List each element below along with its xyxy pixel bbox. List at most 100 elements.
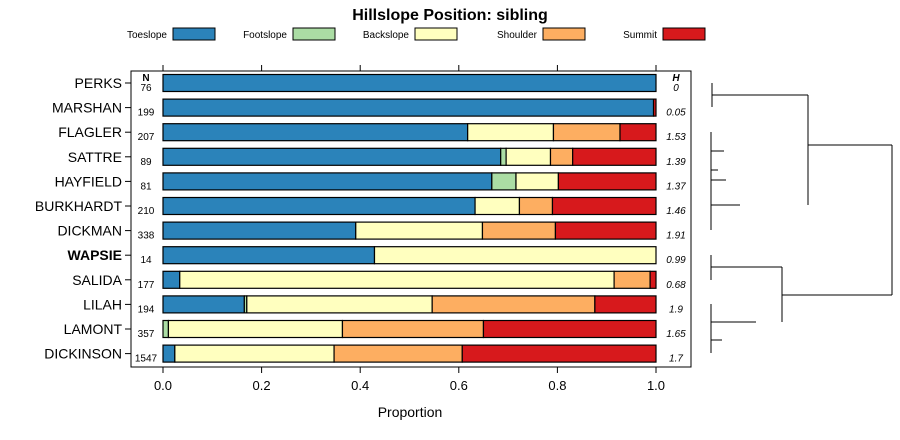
n-value: 199 bbox=[138, 108, 155, 119]
bar-segment-backslope bbox=[467, 123, 555, 142]
legend-swatch-toeslope bbox=[172, 27, 216, 41]
x-axis-label: Proportion bbox=[378, 404, 443, 420]
row-salida: SALIDA 177 0.68 bbox=[72, 270, 686, 291]
soil-label: SALIDA bbox=[72, 272, 122, 288]
bar-segment-toeslope bbox=[162, 73, 657, 93]
bar-segment-backslope bbox=[474, 196, 521, 216]
h-header: H bbox=[672, 73, 680, 84]
bar-segment-backslope bbox=[505, 147, 552, 166]
x-tick-label: 0.0 bbox=[154, 378, 172, 393]
bar-segment-backslope bbox=[174, 344, 335, 363]
x-tick-label: 1.0 bbox=[647, 378, 665, 393]
n-value: 177 bbox=[138, 280, 155, 291]
bar-segment-backslope bbox=[246, 295, 433, 314]
bar-segment-summit bbox=[572, 147, 657, 166]
bar-segment-summit bbox=[557, 172, 657, 191]
bar-segment-summit bbox=[461, 344, 657, 363]
bar-segment-toeslope bbox=[162, 196, 476, 216]
n-value: 1547 bbox=[135, 354, 158, 365]
row-lamont: LAMONT 357 1.65 bbox=[64, 319, 686, 340]
dendro-with-lilah bbox=[710, 304, 756, 340]
legend-label-summit: Summit bbox=[623, 30, 657, 41]
row-dickinson: DICKINSON 1547 1.7 bbox=[44, 344, 683, 365]
soil-label: DICKINSON bbox=[44, 346, 122, 362]
bar-segment-shoulder bbox=[552, 123, 621, 142]
soil-label: FLAGLER bbox=[58, 124, 122, 140]
bar-segment-backslope bbox=[179, 270, 615, 289]
bar-segment-toeslope bbox=[162, 221, 357, 240]
h-value: 1.39 bbox=[666, 157, 686, 168]
soil-label: DICKMAN bbox=[57, 223, 122, 239]
bar-segment-summit bbox=[594, 295, 657, 314]
dendro-leaf-perks-marshan bbox=[711, 83, 808, 107]
dendrogram bbox=[710, 83, 893, 353]
bar-segment-backslope bbox=[167, 319, 344, 339]
soil-label: PERKS bbox=[75, 75, 122, 91]
legend: Toeslope Footslope Backslope Shoulder Summit bbox=[127, 27, 706, 41]
n-value: 207 bbox=[138, 132, 155, 143]
dendro-with-burkhardt bbox=[710, 151, 726, 206]
bar-segment-summit bbox=[551, 196, 657, 216]
x-tick-label: 0.2 bbox=[253, 378, 271, 393]
h-value: 0.68 bbox=[666, 280, 686, 291]
bar-segment-toeslope bbox=[162, 147, 502, 166]
row-wapsie: WAPSIE 14 0.99 bbox=[68, 246, 686, 266]
n-value: 338 bbox=[138, 231, 155, 242]
legend-label-toeslope: Toeslope bbox=[127, 30, 167, 41]
row-marshan: MARSHAN 199 0.05 bbox=[52, 98, 686, 119]
n-value: 194 bbox=[138, 304, 155, 315]
bar-segment-summit bbox=[652, 98, 657, 117]
legend-label-shoulder: Shoulder bbox=[497, 30, 538, 41]
bar-segment-shoulder bbox=[333, 344, 463, 363]
h-value: 0.99 bbox=[666, 255, 686, 266]
bar-segment-toeslope bbox=[162, 295, 245, 314]
bar-segment-shoulder bbox=[613, 270, 651, 289]
bar-segment-shoulder bbox=[341, 319, 485, 339]
bar-segment-backslope bbox=[373, 246, 657, 265]
bar-segment-toeslope bbox=[162, 98, 655, 117]
bar-segment-backslope bbox=[355, 221, 484, 240]
legend-swatch-backslope bbox=[414, 27, 458, 41]
bar-segment-shoulder bbox=[431, 295, 596, 314]
soil-label: WAPSIE bbox=[68, 247, 122, 263]
x-tick-label: 0.4 bbox=[351, 378, 369, 393]
legend-swatch-footslope bbox=[292, 27, 336, 41]
bar-segment-footslope bbox=[500, 147, 507, 166]
soil-label: LILAH bbox=[83, 296, 122, 312]
h-value: 0 bbox=[673, 83, 679, 94]
bar-segment-shoulder bbox=[518, 196, 554, 216]
bar-segment-summit bbox=[554, 221, 657, 240]
n-value: 81 bbox=[140, 181, 152, 192]
bar-segment-toeslope bbox=[162, 270, 181, 289]
soil-label: HAYFIELD bbox=[55, 173, 122, 189]
h-value: 1.9 bbox=[669, 304, 683, 315]
soil-label: MARSHAN bbox=[52, 100, 122, 116]
n-value: 357 bbox=[138, 329, 155, 340]
bar-segment-shoulder bbox=[481, 221, 557, 240]
bar-segment-toeslope bbox=[162, 246, 376, 265]
h-value: 1.53 bbox=[666, 132, 686, 143]
bar-rows: PERKS 76 0 MARSHAN 199 0.05 FLAGLER 207 1.53 SATT… bbox=[35, 73, 686, 365]
h-value: 1.46 bbox=[666, 206, 686, 217]
row-lilah: LILAH 194 1.9 bbox=[83, 295, 683, 315]
legend-label-backslope: Backslope bbox=[363, 30, 410, 41]
n-value: 76 bbox=[140, 83, 152, 94]
plot-frame bbox=[130, 70, 692, 368]
x-tick-label: 0.6 bbox=[450, 378, 468, 393]
soil-label: BURKHARDT bbox=[35, 198, 123, 214]
bar-segment-summit bbox=[619, 123, 657, 142]
soil-label: SATTRE bbox=[68, 149, 122, 165]
row-hayfield: HAYFIELD 81 1.37 bbox=[55, 172, 686, 192]
bar-segment-toeslope bbox=[162, 123, 469, 142]
dendro-wapsie-salida bbox=[710, 255, 782, 280]
bar-segment-summit bbox=[482, 319, 657, 339]
row-sattre: SATTRE 89 1.39 bbox=[68, 147, 686, 168]
bar-segment-footslope bbox=[491, 172, 517, 191]
dendro-with-flagler bbox=[710, 132, 724, 170]
dendro-sattre-hayfield bbox=[710, 157, 718, 182]
row-burkhardt: BURKHARDT 210 1.46 bbox=[35, 196, 686, 217]
x-tick-label: 0.8 bbox=[548, 378, 566, 393]
h-value: 1.37 bbox=[666, 181, 686, 192]
dendro-upper-merge bbox=[807, 95, 892, 205]
h-value: 0.05 bbox=[666, 108, 686, 119]
